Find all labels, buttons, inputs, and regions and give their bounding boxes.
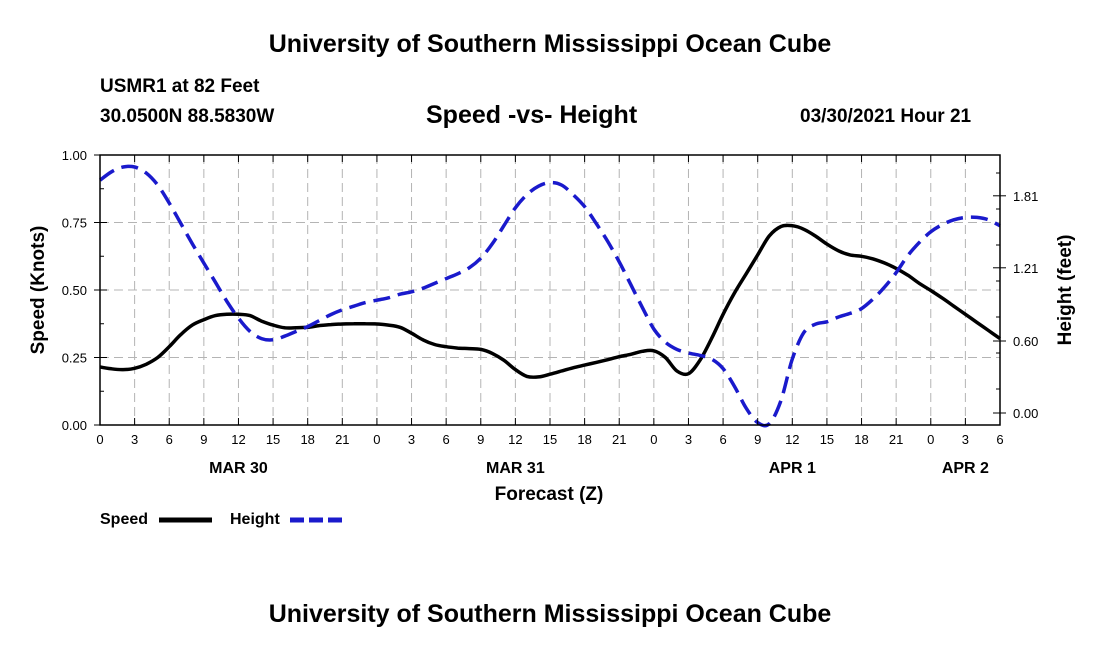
date-label: APR 1 — [769, 460, 816, 477]
grid-lines — [100, 155, 1000, 425]
x-tick-label: 9 — [200, 432, 207, 447]
date-label: APR 2 — [942, 460, 989, 477]
x-tick-label: 6 — [443, 432, 450, 447]
x-tick-label: 3 — [962, 432, 969, 447]
y-tick-label: 0.00 — [62, 418, 87, 433]
legend-speed-label: Speed — [100, 511, 148, 528]
y-axis-title: Speed (Knots) — [28, 226, 49, 355]
x-tick-label: 12 — [508, 432, 522, 447]
x-tick-label: 3 — [685, 432, 692, 447]
x-tick-label: 21 — [335, 432, 349, 447]
x-tick-label: 6 — [996, 432, 1003, 447]
forecast-timestamp: 03/30/2021 Hour 21 — [800, 106, 972, 127]
x-tick-label: 15 — [543, 432, 557, 447]
legend: Speed Height — [100, 511, 343, 528]
x-tick-label: 12 — [785, 432, 799, 447]
y-tick-label: 0.50 — [62, 283, 87, 298]
x-tick-label: 0 — [927, 432, 934, 447]
x-tick-label: 21 — [612, 432, 626, 447]
series-line-height — [98, 164, 1001, 428]
station-label: USMR1 at 82 Feet — [100, 76, 260, 97]
chart-title: Speed -vs- Height — [426, 101, 638, 129]
x-tick-label: 9 — [477, 432, 484, 447]
x-tick-label: 18 — [854, 432, 868, 447]
tick-layer: 0 3 6 9 12 15 18 21 0 3 6 9 12 15 18 21 0 3 6 9 12 15 18 21 0 3 6 M… — [62, 148, 1039, 477]
legend-height-label: Height — [230, 511, 280, 528]
footer-title: University of Southern Mississippi Ocean… — [268, 600, 832, 628]
x-tick-label: 18 — [300, 432, 314, 447]
x-tick-label: 9 — [754, 432, 761, 447]
date-label: MAR 30 — [209, 460, 268, 477]
series-layer — [98, 164, 1001, 428]
y2-tick-label: 1.21 — [1013, 261, 1038, 276]
x-tick-label: 3 — [408, 432, 415, 447]
x-tick-label: 12 — [231, 432, 245, 447]
y2-tick-label: 0.60 — [1013, 334, 1038, 349]
station-coordinates: 30.0500N 88.5830W — [100, 106, 275, 127]
y2-tick-label: 0.00 — [1013, 406, 1038, 421]
page-title: University of Southern Mississippi Ocean… — [268, 30, 832, 58]
series-line-speed — [99, 223, 1001, 379]
y-tick-label: 0.25 — [62, 351, 87, 366]
x-tick-label: 15 — [266, 432, 280, 447]
y-tick-label: 0.75 — [62, 216, 87, 231]
y2-axis-title: Height (feet) — [1055, 235, 1076, 346]
date-label: MAR 31 — [486, 460, 545, 477]
x-tick-label: 3 — [131, 432, 138, 447]
y2-tick-label: 1.81 — [1013, 189, 1038, 204]
x-tick-label: 21 — [889, 432, 903, 447]
x-tick-label: 6 — [719, 432, 726, 447]
x-tick-label: 0 — [373, 432, 380, 447]
x-tick-label: 0 — [650, 432, 657, 447]
y-tick-label: 1.00 — [62, 148, 87, 163]
x-tick-label: 15 — [820, 432, 834, 447]
x-tick-label: 0 — [96, 432, 103, 447]
x-tick-label: 6 — [166, 432, 173, 447]
x-axis-title: Forecast (Z) — [495, 484, 604, 505]
x-tick-label: 18 — [577, 432, 591, 447]
